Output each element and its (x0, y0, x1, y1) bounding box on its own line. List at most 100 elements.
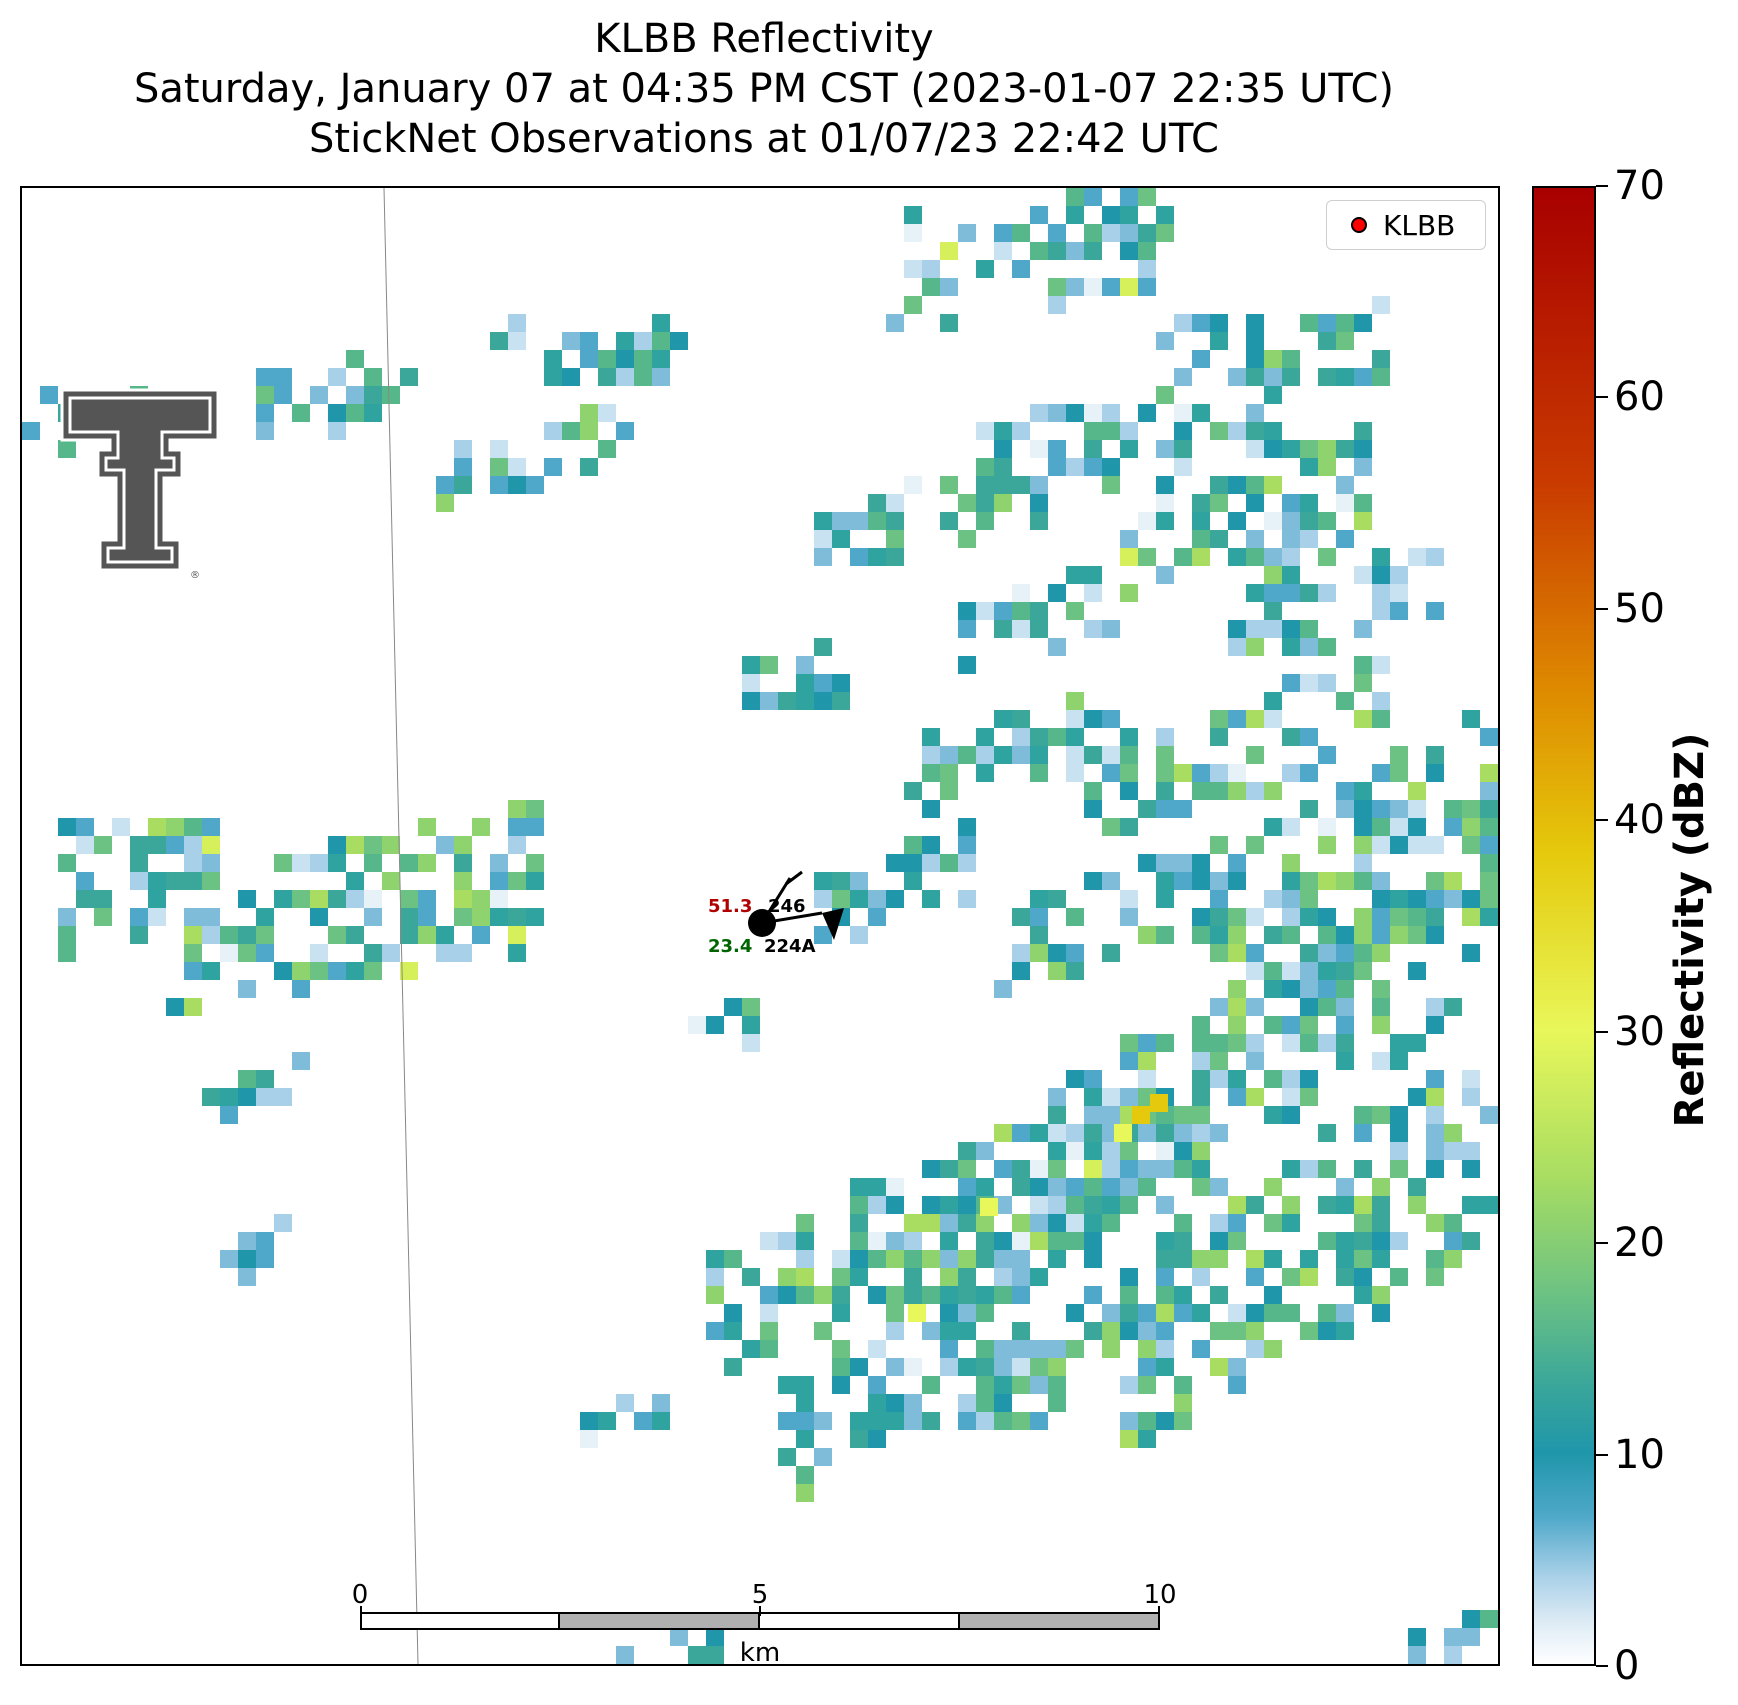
reflectivity-pixel (1444, 818, 1462, 836)
reflectivity-pixel (994, 1160, 1012, 1178)
reflectivity-pixel (1282, 1016, 1300, 1034)
reflectivity-pixel (1174, 1160, 1192, 1178)
reflectivity-pixel (1282, 1070, 1300, 1088)
reflectivity-pixel (1354, 1268, 1372, 1286)
reflectivity-pixel (1246, 1052, 1264, 1070)
reflectivity-pixel (1228, 1358, 1246, 1376)
reflectivity-pixel (220, 1106, 238, 1124)
reflectivity-pixel (400, 890, 418, 908)
reflectivity-pixel (1192, 926, 1210, 944)
reflectivity-pixel (1084, 1106, 1102, 1124)
reflectivity-pixel (1012, 224, 1030, 242)
reflectivity-pixel (130, 836, 148, 854)
reflectivity-pixel (1156, 1340, 1174, 1358)
reflectivity-pixel (1174, 1394, 1192, 1412)
reflectivity-pixel (814, 638, 832, 656)
colorbar-tick-label: 60 (1614, 374, 1665, 421)
reflectivity-pixel (994, 1376, 1012, 1394)
reflectivity-pixel (454, 476, 472, 494)
reflectivity-pixel (1102, 224, 1120, 242)
reflectivity-pixel (346, 350, 364, 368)
reflectivity-pixel (1012, 602, 1030, 620)
reflectivity-pixel (1156, 1160, 1174, 1178)
reflectivity-pixel (886, 1286, 904, 1304)
reflectivity-pixel (1120, 1412, 1138, 1430)
reflectivity-pixel (292, 1052, 310, 1070)
reflectivity-pixel (292, 962, 310, 980)
reflectivity-pixel (1174, 1124, 1192, 1142)
reflectivity-pixel (1066, 764, 1084, 782)
reflectivity-pixel (760, 1304, 778, 1322)
reflectivity-pixel (850, 1232, 868, 1250)
reflectivity-pixel (1390, 908, 1408, 926)
reflectivity-pixel (1390, 1052, 1408, 1070)
reflectivity-pixel (1354, 620, 1372, 638)
reflectivity-pixel (832, 872, 850, 890)
reflectivity-pixel (238, 980, 256, 998)
reflectivity-pixel (202, 818, 220, 836)
reflectivity-pixel (202, 926, 220, 944)
station-dewpoint: 23.4 (708, 936, 753, 957)
reflectivity-pixel (1138, 278, 1156, 296)
reflectivity-pixel (922, 1214, 940, 1232)
reflectivity-pixel (1138, 188, 1156, 206)
reflectivity-pixel (220, 926, 238, 944)
reflectivity-pixel (508, 458, 526, 476)
reflectivity-pixel (796, 1286, 814, 1304)
reflectivity-pixel (1048, 1124, 1066, 1142)
reflectivity-pixel (238, 1268, 256, 1286)
reflectivity-pixel (742, 692, 760, 710)
reflectivity-pixel (1300, 908, 1318, 926)
reflectivity-pixel (1426, 1214, 1444, 1232)
reflectivity-pixel (958, 1250, 976, 1268)
reflectivity-pixel (310, 962, 328, 980)
reflectivity-pixel (184, 962, 202, 980)
reflectivity-pixel (1210, 926, 1228, 944)
reflectivity-pixel (976, 1250, 994, 1268)
reflectivity-pixel (526, 476, 544, 494)
reflectivity-pixel (652, 314, 670, 332)
reflectivity-pixel (1048, 638, 1066, 656)
reflectivity-pixel (1210, 944, 1228, 962)
reflectivity-pixel (1372, 836, 1390, 854)
reflectivity-pixel (886, 1322, 904, 1340)
reflectivity-pixel (1192, 1160, 1210, 1178)
reflectivity-pixel (1228, 422, 1246, 440)
reflectivity-pixel (1282, 620, 1300, 638)
reflectivity-pixel (454, 440, 472, 458)
reflectivity-pixel (958, 224, 976, 242)
reflectivity-pixel (130, 926, 148, 944)
reflectivity-pixel (1102, 1088, 1120, 1106)
reflectivity-pixel (1012, 908, 1030, 926)
reflectivity-pixel (1246, 836, 1264, 854)
reflectivity-pixel (1012, 1160, 1030, 1178)
reflectivity-pixel (940, 512, 958, 530)
reflectivity-pixel (1120, 818, 1138, 836)
reflectivity-pixel (1264, 692, 1282, 710)
reflectivity-pixel (1210, 1124, 1228, 1142)
title-line-1: KLBB Reflectivity (594, 16, 934, 62)
reflectivity-pixel (1174, 1232, 1192, 1250)
reflectivity-pixel (1012, 1340, 1030, 1358)
reflectivity-pixel (1012, 1250, 1030, 1268)
reflectivity-pixel (1462, 1142, 1480, 1160)
scale-bar-label-10: 10 (1143, 1580, 1177, 1610)
reflectivity-pixel (796, 1250, 814, 1268)
reflectivity-pixel (562, 332, 580, 350)
reflectivity-pixel (1228, 926, 1246, 944)
reflectivity-pixel (346, 386, 364, 404)
reflectivity-pixel (454, 836, 472, 854)
reflectivity-pixel (940, 854, 958, 872)
reflectivity-pixel (1102, 1106, 1120, 1124)
reflectivity-pixel (1210, 1286, 1228, 1304)
reflectivity-pixel (1282, 350, 1300, 368)
reflectivity-pixel (310, 890, 328, 908)
reflectivity-pixel (1120, 188, 1138, 206)
reflectivity-pixel (1084, 1196, 1102, 1214)
reflectivity-pixel (1408, 1628, 1426, 1646)
reflectivity-pixel (1354, 1124, 1372, 1142)
reflectivity-pixel (490, 440, 508, 458)
reflectivity-pixel (328, 836, 346, 854)
reflectivity-pixel (796, 1376, 814, 1394)
reflectivity-pixel (904, 872, 922, 890)
